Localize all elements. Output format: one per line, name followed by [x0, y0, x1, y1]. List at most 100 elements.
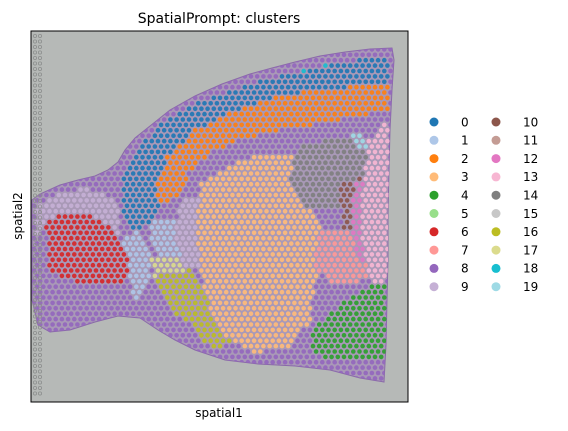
spot-cluster-3: [245, 230, 251, 236]
spot-cluster-8: [183, 338, 189, 344]
spot-cluster-2: [316, 95, 322, 101]
spot-cluster-3: [217, 181, 223, 187]
spot-cluster-3: [214, 273, 220, 279]
spot-cluster-13: [366, 171, 372, 176]
spot-cluster-14: [354, 149, 359, 155]
spot-cluster-3: [208, 187, 213, 192]
spot-cluster-3: [242, 268, 248, 273]
spot-cluster-3: [285, 268, 291, 273]
spot-cluster-8: [264, 133, 269, 138]
spot-cluster-3: [307, 273, 313, 279]
spot-cluster-14: [341, 171, 347, 176]
spot-cluster-4: [382, 316, 387, 322]
spot-cluster-3: [236, 192, 241, 198]
spot-cluster-3: [301, 262, 307, 268]
spot-cluster-0: [134, 198, 139, 203]
spot-cluster-16: [205, 333, 210, 338]
spot-cluster-8: [310, 354, 316, 360]
spot-cluster-8: [316, 300, 322, 306]
fiducial-dot: [38, 391, 43, 396]
chart-title: SpatialPrompt: clusters: [138, 11, 301, 27]
spot-cluster-8: [59, 284, 65, 290]
spot-cluster-3: [223, 257, 229, 263]
spot-cluster-3: [214, 306, 220, 311]
fiducial-dot: [33, 264, 38, 269]
spot-cluster-14: [320, 176, 325, 182]
spot-cluster-2: [261, 128, 266, 133]
spot-cluster-2: [161, 181, 167, 187]
spot-cluster-3: [217, 225, 223, 230]
spot-cluster-6: [106, 246, 111, 252]
fiducial-dot: [38, 220, 43, 225]
spot-cluster-3: [295, 295, 300, 300]
spot-cluster-8: [68, 311, 74, 317]
spot-cluster-8: [233, 79, 238, 85]
spot-cluster-2: [174, 181, 179, 187]
spot-cluster-0: [149, 138, 155, 144]
spot-cluster-13: [369, 252, 375, 257]
spot-cluster-0: [140, 165, 145, 171]
spot-cluster-14: [347, 171, 353, 176]
spot-cluster-14: [323, 181, 328, 187]
spot-cluster-3: [264, 273, 269, 279]
spot-cluster-8: [41, 273, 46, 279]
spot-cluster-16: [211, 333, 217, 338]
spot-cluster-1: [165, 230, 170, 236]
spot-cluster-8: [65, 306, 71, 311]
spot-cluster-3: [242, 225, 248, 230]
spot-cluster-2: [220, 133, 226, 138]
spot-cluster-8: [316, 289, 322, 295]
spot-cluster-16: [202, 316, 207, 322]
spot-cluster-0: [121, 198, 127, 203]
spot-cluster-6: [68, 246, 74, 252]
spot-cluster-3: [276, 338, 282, 344]
spot-cluster-9: [192, 214, 198, 219]
spot-cluster-13: [372, 138, 378, 144]
spot-cluster-2: [347, 106, 353, 111]
spot-cluster-4: [323, 322, 328, 327]
spot-cluster-0: [307, 68, 313, 74]
spot-cluster-14: [320, 187, 325, 192]
spot-cluster-8: [366, 365, 372, 370]
spot-cluster-3: [245, 198, 251, 203]
spot-cluster-0: [304, 84, 310, 90]
spot-cluster-0: [285, 74, 291, 79]
spot-cluster-8: [276, 68, 282, 74]
spot-cluster-8: [124, 225, 130, 230]
spot-cluster-9: [183, 198, 189, 203]
spot-cluster-3: [279, 235, 285, 241]
spot-cluster-8: [351, 122, 356, 128]
spot-cluster-7: [344, 262, 350, 268]
spot-cluster-2: [282, 122, 288, 128]
spot-cluster-8: [130, 149, 136, 155]
spot-cluster-4: [329, 354, 334, 360]
spot-cluster-3: [239, 316, 244, 322]
spot-cluster-14: [304, 160, 310, 165]
spot-cluster-3: [245, 252, 251, 257]
legend-marker-16: [491, 227, 501, 237]
spot-cluster-6: [109, 230, 114, 236]
spot-cluster-16: [214, 338, 220, 344]
spot-cluster-9: [47, 208, 52, 214]
spot-cluster-0: [177, 111, 182, 117]
spot-cluster-3: [282, 165, 288, 171]
spot-cluster-2: [298, 117, 303, 122]
spot-cluster-3: [298, 235, 303, 241]
spot-cluster-3: [208, 295, 213, 300]
spot-cluster-7: [351, 273, 356, 279]
spot-cluster-3: [316, 225, 322, 230]
spot-cluster-8: [112, 289, 117, 295]
spot-cluster-0: [130, 203, 136, 209]
spot-cluster-0: [168, 128, 173, 133]
spot-cluster-0: [143, 192, 148, 198]
spot-cluster-8: [165, 306, 170, 311]
spot-cluster-3: [223, 171, 229, 176]
spot-cluster-8: [233, 349, 238, 354]
spot-cluster-8: [152, 252, 158, 257]
spot-cluster-16: [199, 300, 204, 306]
spot-cluster-8: [214, 90, 220, 95]
spot-cluster-8: [124, 160, 130, 165]
spot-cluster-8: [227, 349, 232, 354]
spot-cluster-3: [301, 306, 307, 311]
spot-cluster-3: [251, 252, 257, 257]
